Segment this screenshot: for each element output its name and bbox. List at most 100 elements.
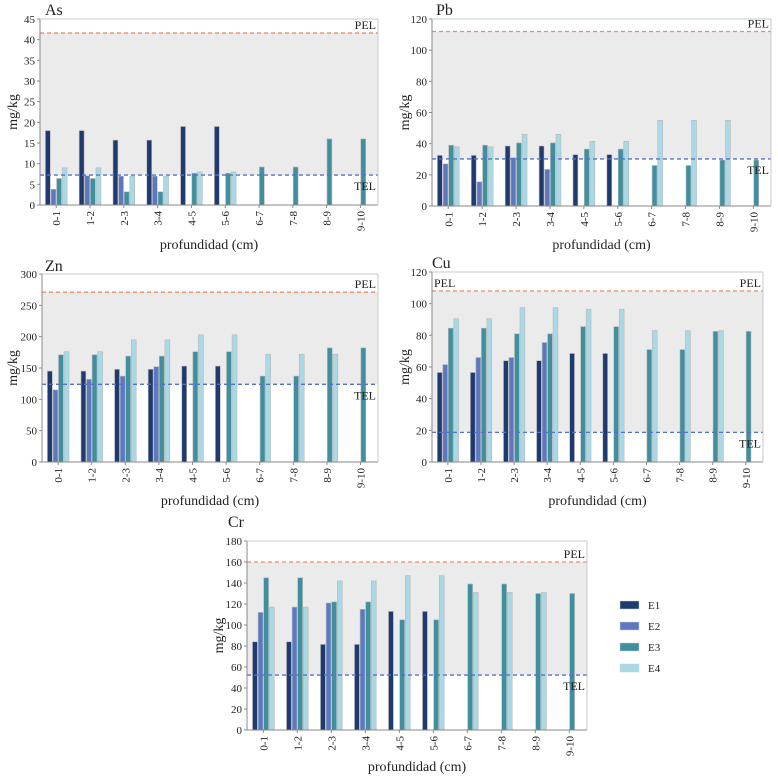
bar-e4 bbox=[552, 307, 559, 463]
bar-e4 bbox=[131, 339, 137, 463]
bar-e2 bbox=[86, 378, 92, 463]
bar-e2 bbox=[291, 606, 298, 731]
legend-swatch-e3 bbox=[619, 642, 640, 652]
bar-e4 bbox=[472, 592, 479, 731]
bar-e3 bbox=[481, 327, 487, 463]
bar-e4 bbox=[487, 146, 494, 207]
bar-e2 bbox=[119, 375, 126, 463]
bar-e4 bbox=[725, 120, 731, 207]
x-tick-label: 4-5 bbox=[186, 211, 198, 226]
bar-e3 bbox=[613, 326, 619, 463]
y-tick-label: 120 bbox=[411, 14, 428, 26]
bar-e1 bbox=[320, 644, 326, 731]
legend-swatch-e2 bbox=[619, 621, 640, 631]
chart-pb: PEL TEL 0 20 40 60 80 100 120 0-1 1-2 2-3 3-4 4-5 5-6 6… bbox=[398, 2, 772, 253]
bar-e3 bbox=[514, 333, 520, 463]
y-tick-label: 35 bbox=[24, 55, 36, 67]
x-tick-label: 9-10 bbox=[564, 736, 576, 757]
bar-e1 bbox=[388, 611, 394, 731]
bar-e3 bbox=[56, 178, 62, 206]
bar-e2 bbox=[510, 157, 517, 207]
y-tick-label: 100 bbox=[21, 394, 38, 406]
bar-e3 bbox=[535, 593, 541, 731]
bar-e4 bbox=[370, 580, 377, 731]
chart-zn: PEL TEL 0 50 100 150 200 250 300 0-1 1-2 2-3 3-4 4-5 5… bbox=[6, 258, 379, 509]
bar-e2 bbox=[118, 175, 124, 206]
legend-label-e2: E2 bbox=[648, 621, 660, 633]
x-tick-label: 9-10 bbox=[355, 211, 367, 232]
bar-e3 bbox=[192, 351, 199, 463]
bar-e1 bbox=[180, 126, 186, 206]
y-tick-label: 30 bbox=[24, 76, 36, 88]
x-tick-label: 2-3 bbox=[326, 736, 338, 751]
x-axis-label: profundidad (cm) bbox=[368, 760, 467, 775]
chart-title: Cu bbox=[432, 255, 451, 272]
x-axis-label: profundidad (cm) bbox=[161, 494, 260, 509]
bar-e3 bbox=[123, 191, 130, 206]
bar-e4 bbox=[453, 318, 459, 463]
x-tick-label: 1-2 bbox=[87, 468, 99, 483]
bar-e4 bbox=[198, 334, 204, 463]
bar-e1 bbox=[45, 130, 51, 206]
bar-e3 bbox=[448, 144, 454, 207]
bar-e4 bbox=[453, 146, 460, 207]
bar-e4 bbox=[95, 167, 102, 206]
bar-e2 bbox=[476, 181, 483, 207]
y-tick-label: 180 bbox=[226, 536, 243, 548]
bar-e1 bbox=[112, 139, 119, 206]
x-tick-label: 9-10 bbox=[748, 212, 760, 233]
x-tick-label: 5-6 bbox=[221, 468, 233, 483]
legend-label-e4: E4 bbox=[648, 663, 661, 675]
bar-e4 bbox=[298, 353, 305, 463]
bar-e3 bbox=[501, 583, 507, 731]
bar-e1 bbox=[114, 368, 120, 463]
bar-e2 bbox=[50, 189, 57, 206]
bar-e2 bbox=[508, 357, 515, 463]
y-tick-label: 0 bbox=[237, 725, 243, 737]
y-tick-label: 80 bbox=[231, 641, 243, 653]
pel-label: PEL bbox=[748, 16, 769, 30]
bar-e4 bbox=[657, 120, 663, 207]
x-tick-label: 9-10 bbox=[741, 468, 753, 489]
bar-e1 bbox=[470, 155, 477, 207]
chart-title: Zn bbox=[45, 258, 63, 275]
bar-e4 bbox=[197, 171, 203, 206]
x-tick-label: 5-6 bbox=[220, 211, 232, 226]
bar-e3 bbox=[365, 601, 371, 731]
x-tick-label: 6-7 bbox=[255, 468, 267, 483]
bar-e1 bbox=[437, 155, 443, 207]
bar-e4 bbox=[718, 330, 724, 463]
bar-e1 bbox=[181, 365, 188, 463]
y-tick-label: 100 bbox=[226, 620, 243, 632]
pel-label: PEL bbox=[355, 18, 376, 32]
x-tick-label: 1-2 bbox=[476, 468, 488, 483]
bar-e4 bbox=[336, 580, 343, 731]
x-tick-label: 3-4 bbox=[542, 468, 554, 483]
bar-e3 bbox=[447, 327, 454, 463]
bar-e4 bbox=[618, 308, 625, 463]
y-tick-label: 140 bbox=[226, 578, 243, 590]
bar-e3 bbox=[550, 142, 556, 207]
bar-e2 bbox=[52, 389, 59, 463]
bar-e1 bbox=[146, 139, 153, 206]
bar-e4 bbox=[269, 606, 275, 731]
chart-title: As bbox=[45, 2, 63, 19]
bar-e1 bbox=[147, 368, 154, 463]
x-tick-label: 5-6 bbox=[608, 468, 620, 483]
x-tick-label: 2-3 bbox=[120, 468, 132, 483]
bar-e1 bbox=[606, 154, 613, 207]
bar-e3 bbox=[157, 191, 164, 206]
legend-swatch-e4 bbox=[619, 663, 640, 673]
y-tick-label: 40 bbox=[416, 394, 428, 406]
bar-e4 bbox=[486, 318, 492, 463]
bar-e3 bbox=[467, 583, 473, 731]
x-tick-label: 0-1 bbox=[443, 468, 455, 483]
y-tick-label: 120 bbox=[411, 267, 428, 279]
chart-cu: PEL PEL TEL 0 20 40 60 80 100 120 0-1 1-2 2-3 3-4 4-5 5… bbox=[398, 255, 764, 509]
bar-e4 bbox=[519, 307, 526, 463]
y-tick-label: 40 bbox=[416, 139, 428, 151]
x-tick-label: 9-10 bbox=[356, 468, 368, 489]
bar-e3 bbox=[259, 375, 266, 463]
x-tick-label: 0-1 bbox=[51, 211, 63, 226]
y-tick-label: 150 bbox=[21, 363, 38, 375]
